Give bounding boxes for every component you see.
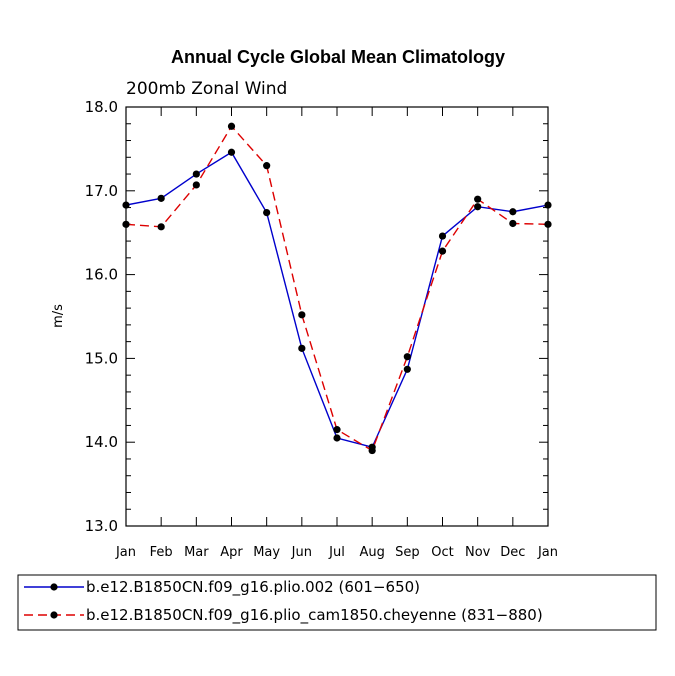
series-1-point (438, 232, 447, 240)
series-2-point (509, 219, 517, 228)
y-axis-label: m/s (51, 304, 66, 328)
series-1-point (157, 194, 165, 202)
y-tick-label: 18.0 (85, 98, 118, 116)
series-2-point (157, 223, 165, 231)
series-2-point (263, 162, 271, 170)
series-line-1 (125, 151, 549, 449)
y-tick-label: 15.0 (85, 349, 118, 367)
legend-marker-2 (50, 611, 58, 619)
legend-label-2: b.e12.B1850CN.f09_g16.plio_cam1850.cheye… (86, 606, 543, 625)
series-2-point (403, 353, 411, 361)
chart-title: Annual Cycle Global Mean Climatology (171, 47, 505, 67)
series-2-point (474, 195, 482, 203)
x-tick-label: Apr (220, 545, 243, 560)
series-2-point (438, 247, 447, 255)
series-1-point (333, 434, 341, 442)
x-tick-label: Dec (500, 545, 525, 560)
series-1-point (122, 201, 130, 209)
x-tick-label: Nov (465, 545, 491, 560)
x-tick-label: Feb (150, 545, 173, 560)
series-line-2 (125, 125, 549, 452)
legend-label-1: b.e12.B1850CN.f09_g16.plio.002 (601−650) (86, 578, 420, 597)
series-1-point (403, 365, 411, 373)
series-1-point (474, 203, 482, 211)
series-2-point (192, 181, 200, 189)
x-tick-label: May (253, 545, 280, 560)
series-1-point (192, 170, 200, 178)
x-tick-label: Jul (328, 545, 345, 560)
series-1-point (544, 201, 552, 209)
series-1-point (263, 208, 271, 217)
x-tick-label: Oct (431, 545, 453, 560)
x-tick-label: Jun (291, 545, 312, 560)
legend-box (17, 574, 657, 631)
series-2-point (333, 426, 341, 434)
legend-marker-1 (50, 583, 58, 591)
series-1-point (298, 344, 306, 352)
x-tick-label: Aug (359, 545, 384, 560)
series-2-point (368, 446, 376, 455)
x-tick-label: Mar (184, 545, 209, 560)
y-tick-label: 16.0 (85, 266, 118, 284)
y-tick-label: 14.0 (85, 433, 118, 451)
plot-frame (125, 106, 549, 527)
series-1-point (227, 148, 236, 156)
y-tick-label: 13.0 (85, 517, 118, 535)
x-tick-label: Jan (115, 545, 136, 560)
series-2-point (122, 220, 130, 228)
series-2-point (227, 122, 236, 130)
x-tick-label: Jan (537, 545, 558, 560)
series-2-point (544, 220, 552, 228)
series-2-point (298, 311, 306, 319)
series-1-point (509, 208, 517, 216)
chart-subtitle: 200mb Zonal Wind (126, 79, 287, 99)
x-tick-label: Sep (395, 545, 420, 560)
y-tick-label: 17.0 (85, 182, 118, 200)
